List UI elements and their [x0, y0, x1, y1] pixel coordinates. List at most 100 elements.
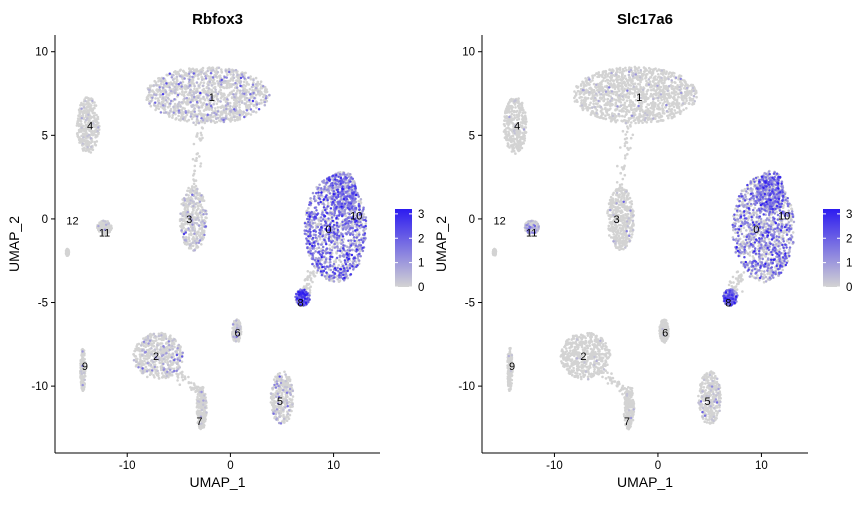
cell-point	[142, 344, 146, 348]
cell-point	[308, 254, 311, 257]
cell-point	[204, 418, 207, 421]
cell-point	[227, 112, 230, 116]
cell-point	[183, 242, 187, 246]
cell-point	[159, 365, 163, 369]
cell-point	[166, 105, 170, 109]
cell-point	[193, 87, 196, 91]
cell-point	[157, 377, 161, 380]
cell-point	[189, 247, 193, 250]
cell-point	[81, 149, 85, 152]
cell-point	[179, 119, 182, 122]
cell-point	[330, 238, 333, 241]
cell-point	[289, 398, 293, 402]
cell-point	[359, 200, 362, 203]
cell-point	[196, 395, 199, 399]
cell-point	[80, 354, 84, 357]
cell-point	[338, 258, 341, 262]
cell-point	[211, 79, 215, 82]
cell-point	[196, 69, 199, 73]
cell-point	[182, 226, 185, 229]
cell-point	[87, 140, 90, 144]
cell-point	[159, 345, 163, 349]
cell-point	[288, 378, 292, 381]
cell-point	[358, 241, 361, 244]
cell-point	[138, 360, 142, 363]
cell-point	[93, 130, 97, 134]
cell-point	[274, 375, 277, 379]
cell-point	[191, 244, 195, 248]
cell-point	[93, 140, 97, 144]
cell-point	[164, 355, 167, 359]
cell-point	[174, 72, 178, 76]
cell-point	[166, 360, 170, 364]
cell-point	[238, 106, 241, 109]
cell-point	[96, 121, 100, 125]
cell-point	[226, 73, 229, 76]
cell-point	[337, 264, 341, 267]
cell-point	[95, 113, 98, 117]
cell-point	[171, 361, 175, 365]
cell-point	[200, 114, 203, 117]
cell-point	[80, 138, 84, 142]
cell-point	[203, 121, 207, 125]
cell-point	[289, 405, 292, 409]
cell-point	[220, 71, 224, 74]
cell-point	[93, 116, 96, 120]
cell-point	[242, 80, 246, 84]
cell-point	[219, 91, 223, 95]
cell-point	[89, 116, 93, 120]
cell-point	[143, 359, 146, 363]
cell-point	[174, 70, 177, 73]
cell-point	[166, 84, 169, 87]
cell-point	[326, 201, 330, 205]
cell-point	[81, 347, 84, 351]
cell-point	[154, 97, 157, 100]
cell-point	[186, 207, 189, 211]
cell-point	[90, 140, 94, 143]
cell-point	[160, 372, 164, 375]
cell-point	[286, 376, 289, 380]
cell-point	[355, 233, 358, 237]
cell-point	[228, 118, 231, 121]
cell-point	[265, 90, 269, 94]
cell-point	[184, 87, 187, 91]
cell-point	[169, 334, 172, 338]
cell-point	[183, 94, 186, 98]
cell-point	[222, 98, 226, 101]
cell-point	[197, 77, 200, 80]
cell-point	[199, 406, 202, 410]
cell-point	[244, 84, 247, 88]
cell-point	[152, 341, 156, 345]
cell-point	[157, 332, 161, 336]
cell-point	[195, 412, 199, 415]
cell-point	[227, 94, 230, 97]
cell-point	[204, 91, 208, 94]
cell-point	[89, 151, 93, 154]
cell-point	[201, 386, 205, 389]
cell-point	[163, 79, 166, 82]
cell-point	[155, 366, 159, 369]
cell-point	[259, 99, 263, 102]
cell-point	[260, 101, 263, 105]
cell-point	[254, 76, 258, 80]
cell-point	[160, 82, 163, 86]
cell-point	[250, 95, 254, 98]
cell-point	[79, 141, 82, 144]
cell-point	[144, 357, 148, 361]
cell-point	[150, 333, 153, 337]
cell-point	[156, 104, 159, 108]
cell-point	[269, 401, 273, 404]
cell-point	[203, 415, 207, 419]
cell-point	[202, 81, 206, 84]
cell-point	[84, 141, 88, 145]
cell-point	[168, 115, 171, 118]
cell-point	[90, 110, 94, 113]
cell-point	[95, 135, 99, 138]
cell-point	[148, 84, 152, 87]
cell-point	[96, 117, 99, 120]
cell-point	[161, 89, 164, 92]
cell-point	[238, 108, 242, 112]
cell-point	[189, 232, 193, 235]
cell-point	[79, 130, 83, 133]
